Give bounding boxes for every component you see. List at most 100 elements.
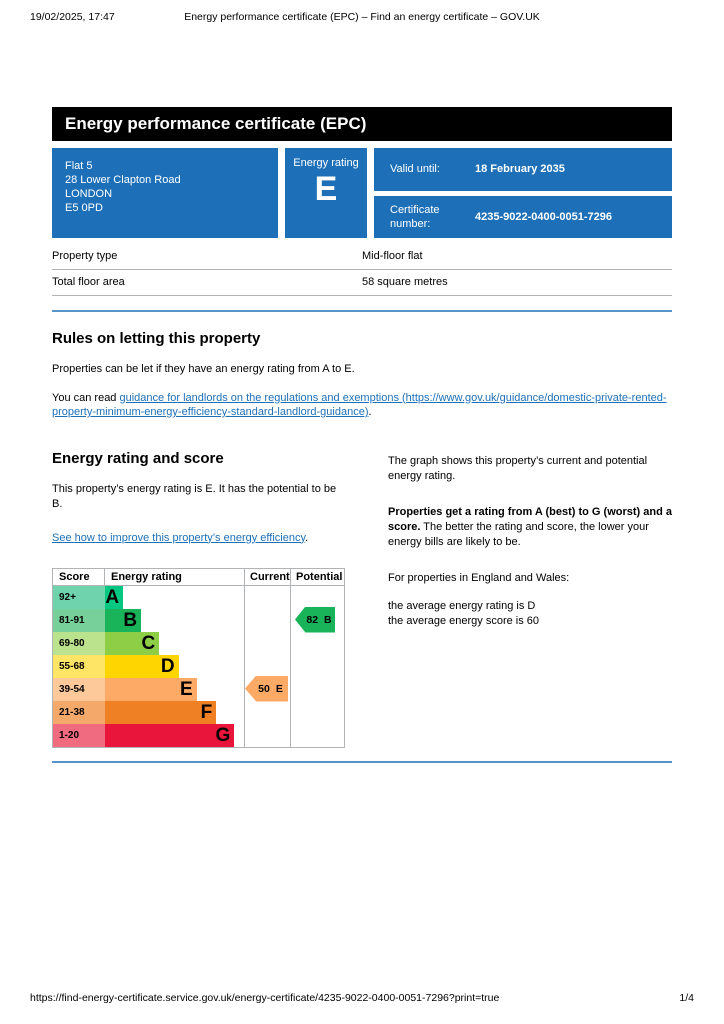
band-letter: B bbox=[123, 609, 138, 631]
print-footer-url: https://find-energy-certificate.service.… bbox=[30, 992, 500, 1004]
band-score-range: 55-68 bbox=[53, 654, 105, 678]
chart-header-current: Current bbox=[244, 568, 290, 586]
potential-score: 82 bbox=[306, 613, 319, 626]
property-address-box: Flat 5 28 Lower Clapton Road LONDON E5 0… bbox=[52, 148, 278, 238]
england-wales-text: For properties in England and Wales: bbox=[388, 571, 570, 584]
energy-rating-box: Energy rating E bbox=[285, 148, 367, 238]
rating-right-column: The graph shows this property’s current … bbox=[388, 450, 672, 748]
potential-column-cell bbox=[290, 585, 344, 609]
energy-rating-section: Energy rating and score This property’s … bbox=[52, 450, 672, 748]
band-bar: F bbox=[105, 700, 217, 724]
table-row: Total floor area 58 square metres bbox=[52, 270, 672, 296]
floor-area-label: Total floor area bbox=[52, 276, 125, 288]
certificate-number-box: Certificate number: 4235-9022-0400-0051-… bbox=[374, 195, 672, 238]
band-score-range: 92+ bbox=[53, 585, 105, 609]
property-type-label: Property type bbox=[52, 250, 118, 262]
print-datetime: 19/02/2025, 17:47 bbox=[30, 11, 115, 23]
band-bar: B bbox=[105, 608, 142, 632]
epc-band-row-d: 55-68 D bbox=[53, 654, 344, 678]
band-score-range: 1-20 bbox=[53, 723, 105, 747]
certificate-page: Energy performance certificate (EPC) Fla… bbox=[52, 107, 672, 763]
band-score-range: 39-54 bbox=[53, 677, 105, 701]
potential-column-cell bbox=[290, 677, 344, 701]
rules-section: Rules on letting this property Propertie… bbox=[52, 330, 672, 420]
guidance-prefix: You can read bbox=[52, 391, 120, 404]
rules-heading: Rules on letting this property bbox=[52, 330, 261, 347]
print-page-number: 1/4 bbox=[679, 992, 694, 1004]
band-letter: D bbox=[160, 655, 175, 677]
current-column-cell bbox=[244, 654, 290, 678]
energy-rating-label: Energy rating bbox=[293, 157, 359, 169]
band-bar-cell: G bbox=[105, 723, 244, 747]
band-letter: C bbox=[141, 632, 156, 654]
national-averages: the average energy rating is D the avera… bbox=[388, 599, 672, 629]
current-column-cell bbox=[244, 723, 290, 747]
band-bar: G bbox=[105, 723, 235, 747]
rules-paragraph: Properties can be let if they have an en… bbox=[52, 363, 355, 375]
rating-explanation: Properties get a rating from A (best) to… bbox=[388, 505, 672, 550]
potential-column-cell bbox=[290, 700, 344, 724]
epc-band-row-g: 1-20 G bbox=[53, 723, 344, 747]
address-line: Flat 5 bbox=[65, 160, 93, 172]
guidance-suffix: . bbox=[368, 406, 372, 418]
address-line: E5 0PD bbox=[65, 202, 103, 214]
current-column-cell bbox=[244, 608, 290, 632]
improve-efficiency-link[interactable]: See how to improve this property’s energ… bbox=[52, 531, 306, 544]
address-line: 28 Lower Clapton Road bbox=[65, 174, 181, 186]
band-bar-cell: A bbox=[105, 585, 244, 609]
section-divider bbox=[52, 310, 672, 312]
current-column-cell bbox=[244, 677, 290, 701]
current-column-cell bbox=[244, 585, 290, 609]
print-page-title: Energy performance certificate (EPC) – F… bbox=[184, 11, 540, 23]
band-score-range: 21-38 bbox=[53, 700, 105, 724]
band-bar: C bbox=[105, 631, 160, 655]
epc-band-row-b: 81-91 B bbox=[53, 608, 344, 632]
section-divider bbox=[52, 760, 672, 763]
current-column-cell bbox=[244, 631, 290, 655]
potential-column-cell bbox=[290, 723, 344, 747]
band-score-range: 69-80 bbox=[53, 631, 105, 655]
certificate-title-banner: Energy performance certificate (EPC) bbox=[52, 107, 672, 141]
epc-band-row-f: 21-38 F bbox=[53, 700, 344, 724]
rating-left-column: Energy rating and score This property’s … bbox=[52, 450, 345, 748]
epc-rating-chart: Score Energy rating Current Potential 92… bbox=[52, 567, 345, 748]
band-bar: D bbox=[105, 654, 179, 678]
certificate-summary: Flat 5 28 Lower Clapton Road LONDON E5 0… bbox=[52, 148, 672, 238]
rating-explanation-rest: The better the rating and score, the low… bbox=[388, 520, 649, 548]
band-letter: E bbox=[180, 678, 193, 700]
valid-until-label: Valid until: bbox=[390, 163, 440, 176]
floor-area-value: 58 square metres bbox=[362, 276, 448, 288]
epc-band-row-e: 39-54 E bbox=[53, 677, 344, 701]
rating-explanation-bold: Properties get a rating from A (best) to… bbox=[388, 505, 672, 533]
band-bar-cell: D bbox=[105, 654, 244, 678]
band-letter: A bbox=[105, 586, 120, 608]
valid-until-value: 18 February 2035 bbox=[475, 163, 565, 176]
potential-column-cell bbox=[290, 608, 344, 632]
rules-guidance-paragraph: You can read guidance for landlords on t… bbox=[52, 391, 672, 420]
current-score: 50 bbox=[258, 682, 270, 695]
band-score-range: 81-91 bbox=[53, 608, 105, 632]
certificate-title: Energy performance certificate (EPC) bbox=[65, 114, 367, 133]
certificate-number-label: Certificate number: bbox=[390, 203, 440, 230]
improve-paragraph: See how to improve this property’s energ… bbox=[52, 531, 345, 546]
average-score-text: the average energy score is 60 bbox=[388, 614, 540, 627]
validity-stack: Valid until: 18 February 2035 Certificat… bbox=[374, 148, 672, 238]
chart-header-rating: Energy rating bbox=[105, 569, 244, 586]
band-bar: A bbox=[105, 585, 124, 609]
graph-intro-text: The graph shows this property’s current … bbox=[388, 454, 648, 482]
certificate-number-value: 4235-9022-0400-0051-7296 bbox=[475, 210, 613, 223]
energy-rating-value: E bbox=[314, 170, 338, 208]
epc-band-row-a: 92+ A bbox=[53, 585, 344, 609]
current-column-cell bbox=[244, 700, 290, 724]
potential-column-cell bbox=[290, 654, 344, 678]
band-bar-cell: C bbox=[105, 631, 244, 655]
property-details-table: Property type Mid-floor flat Total floor… bbox=[52, 244, 672, 296]
band-bar-cell: F bbox=[105, 700, 244, 724]
improve-suffix: . bbox=[305, 531, 309, 544]
chart-header-score: Score bbox=[53, 568, 105, 586]
browser-print-footer: https://find-energy-certificate.service.… bbox=[30, 992, 694, 1004]
chart-header-row: Score Energy rating Current Potential bbox=[53, 568, 344, 586]
rating-intro: This property’s energy rating is E. It h… bbox=[52, 482, 337, 510]
table-row: Property type Mid-floor flat bbox=[52, 244, 672, 270]
guidance-link[interactable]: guidance for landlords on the regulation… bbox=[52, 391, 667, 419]
